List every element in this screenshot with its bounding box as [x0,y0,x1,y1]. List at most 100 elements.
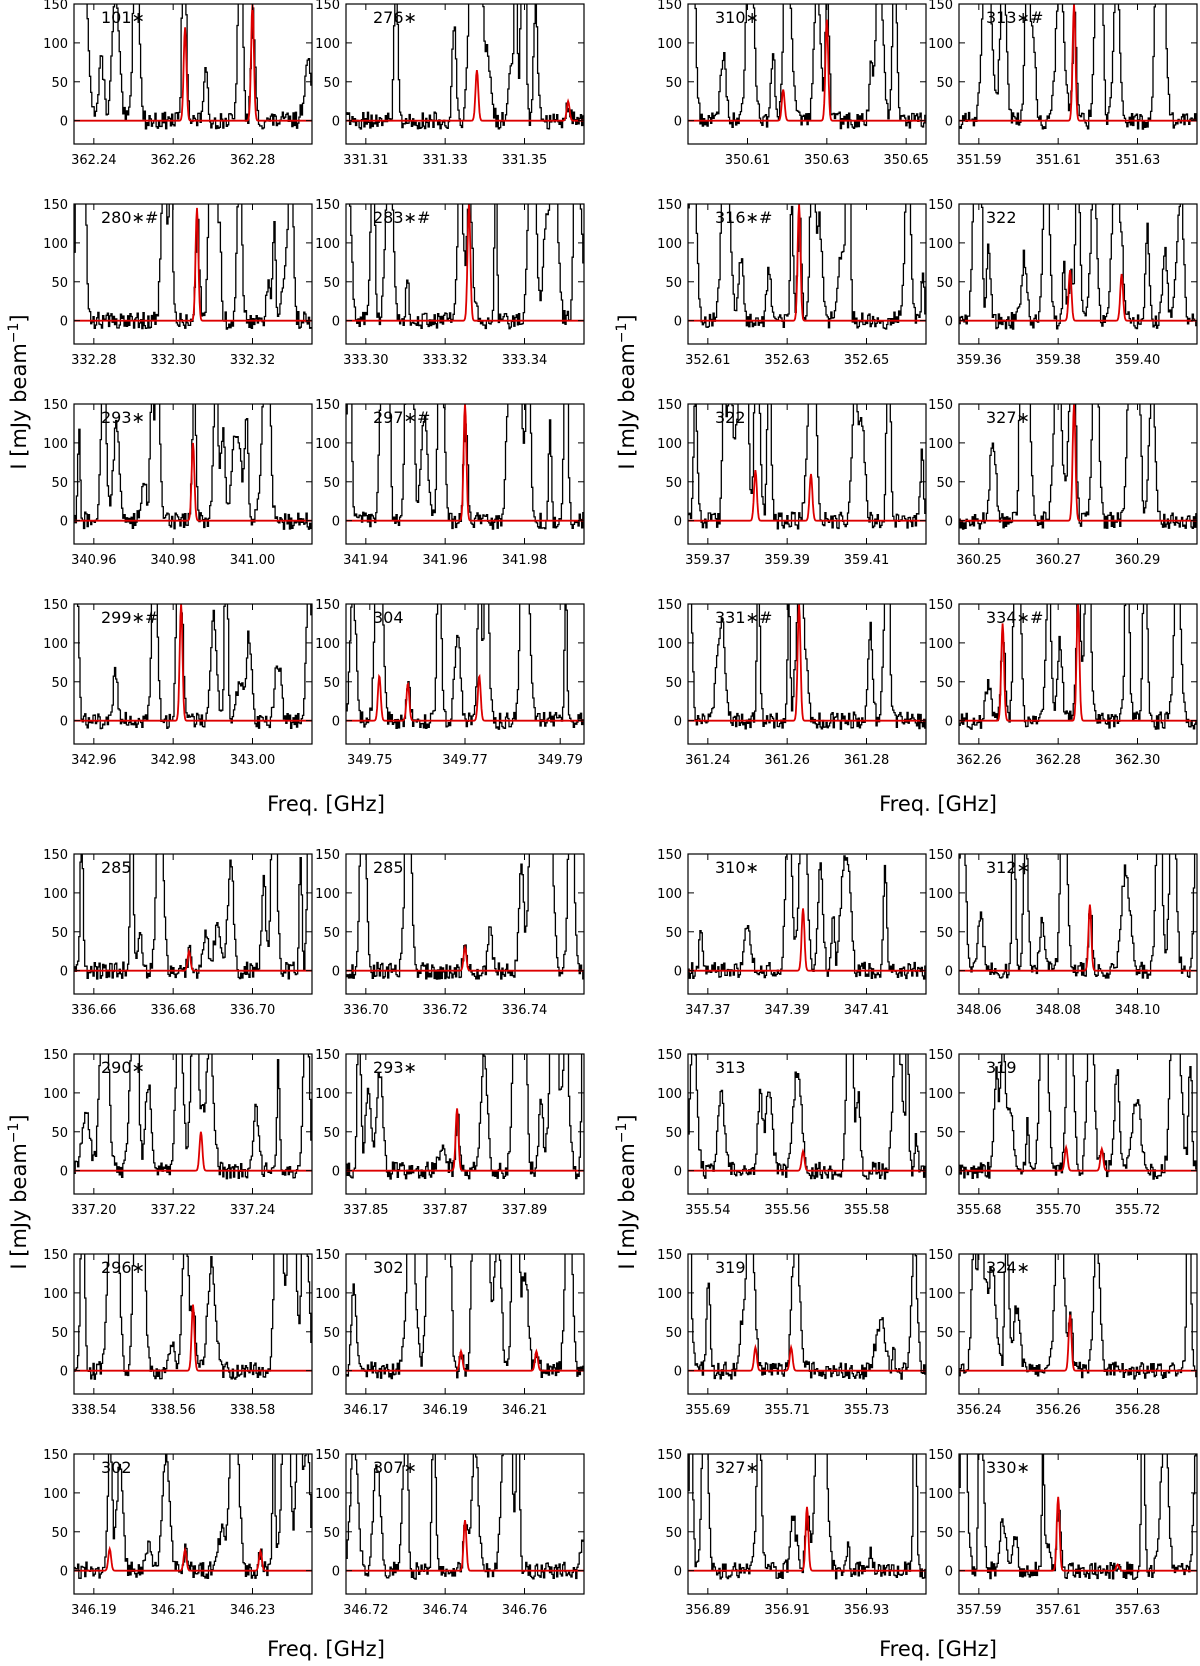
panel-label: 327∗ [715,1458,759,1477]
y-tick-label: 50 [936,276,953,291]
x-tick-label: 351.63 [1115,153,1161,168]
x-tick-label: 355.70 [1035,1203,1081,1218]
y-tick-label: 150 [315,1248,340,1263]
model-spectrum [959,904,1197,972]
x-tick-label: 337.87 [422,1203,468,1218]
y-tick-label: 0 [674,715,682,730]
y-tick-label: 0 [332,315,340,330]
panel-frame [73,1453,313,1595]
panel-label: 285 [101,858,132,877]
panel-frame [345,3,585,145]
x-tick-label: 343.00 [230,753,276,768]
panels-layer: 0 50 100 150 362.24 362.26 362.28 101∗ 0 50 100 150… [43,0,1198,1618]
x-tick-label: 333.32 [422,353,468,368]
observed-spectrum [959,4,1197,130]
panel-label: 307∗ [373,1458,417,1477]
y-tick-label: 150 [315,398,340,413]
y-tick-label: 100 [657,1487,682,1502]
model-spectrum [959,404,1197,522]
spectrum-panel: 0 50 100 150 355.68 355.70 355.72 319 [928,1048,1198,1218]
y-tick-label: 0 [674,115,682,130]
panel-frame [687,1053,927,1195]
observed-spectrum [86,4,312,130]
y-tick-label: 0 [674,1565,682,1580]
y-tick-label: 150 [928,198,953,213]
observed-spectrum [690,604,926,730]
panel-frame [73,603,313,745]
spectrum-panel: 0 50 100 150 333.30 333.32 333.34 283∗# [315,198,585,368]
x-tick-label: 346.76 [502,1603,548,1618]
spectrum-panel: 0 50 100 150 357.59 357.61 357.63 330∗ [928,1448,1198,1618]
x-tick-label: 362.26 [150,153,196,168]
y-tick-label: 0 [945,1565,953,1580]
y-tick-label: 100 [657,437,682,452]
panel-label: 310∗ [715,858,759,877]
model-spectrum [688,469,926,522]
panel-label: 276∗ [373,8,417,27]
x-tick-label: 346.74 [422,1603,468,1618]
y-tick-label: 100 [928,1287,953,1302]
observed-spectrum [959,1254,1197,1380]
x-tick-label: 362.24 [71,153,117,168]
y-tick-label: 50 [665,1326,682,1341]
y-tick-label: 100 [657,1287,682,1302]
panel-frame [345,203,585,345]
observed-spectrum [688,854,926,980]
y-tick-label: 100 [657,1087,682,1102]
y-tick-label: 0 [945,715,953,730]
spectrum-panel: 0 50 100 150 359.36 359.38 359.40 322 [928,198,1198,368]
x-tick-label: 352.61 [685,353,731,368]
x-tick-label: 337.20 [71,1203,117,1218]
spectrum-panel: 0 50 100 150 336.70 336.72 336.74 285 [315,848,585,1018]
y-tick-label: 0 [674,515,682,530]
observed-spectrum [346,1054,583,1180]
y-tick-label: 100 [43,437,68,452]
model-spectrum [688,1148,926,1172]
x-tick-label: 349.77 [442,753,488,768]
panel-frame [958,853,1198,995]
model-spectrum [74,948,312,972]
model-spectrum [688,604,926,722]
y-tick-label: 50 [51,76,68,91]
panel-label: 293∗ [373,1058,417,1077]
y-tick-label: 150 [928,848,953,863]
observed-spectrum [348,204,584,330]
x-tick-label: 336.70 [230,1003,276,1018]
spectrum-panel: 0 50 100 150 342.96 342.98 343.00 299∗# [43,598,313,768]
y-tick-label: 150 [928,1448,953,1463]
x-tick-label: 362.30 [1115,753,1161,768]
y-tick-label: 50 [665,76,682,91]
panel-label: 297∗# [373,408,430,427]
spectrum-panel: 0 50 100 150 338.54 338.56 338.58 296∗ [43,1248,313,1418]
y-tick-label: 0 [60,315,68,330]
x-tick-label: 362.28 [230,153,276,168]
x-tick-label: 355.72 [1115,1203,1161,1218]
x-tick-label: 346.21 [502,1403,548,1418]
x-tick-label: 331.35 [502,153,548,168]
observed-spectrum [694,4,926,130]
model-spectrum [688,204,926,322]
y-tick-label: 150 [928,398,953,413]
y-tick-label: 0 [674,965,682,980]
y-tick-label: 50 [665,1126,682,1141]
y-tick-label: 150 [657,1048,682,1063]
model-spectrum [959,604,1197,722]
y-tick-label: 100 [928,637,953,652]
x-tick-label: 355.56 [764,1203,810,1218]
y-tick-label: 50 [51,276,68,291]
y-tick-label: 0 [332,965,340,980]
panel-frame [73,853,313,995]
y-tick-label: 50 [323,76,340,91]
panel-frame [958,603,1198,745]
observed-spectrum [959,404,1197,530]
spectrum-panel: 0 50 100 150 337.85 337.87 337.89 293∗ [315,1048,585,1218]
y-tick-label: 50 [323,926,340,941]
y-tick-label: 150 [315,0,340,13]
y-tick-label: 100 [657,887,682,902]
panel-label: 319 [986,1058,1017,1077]
x-tick-label: 346.19 [422,1403,468,1418]
x-tick-label: 355.58 [844,1203,890,1218]
x-tick-label: 341.94 [343,553,389,568]
y-tick-label: 150 [657,1248,682,1263]
y-tick-label: 0 [945,1165,953,1180]
